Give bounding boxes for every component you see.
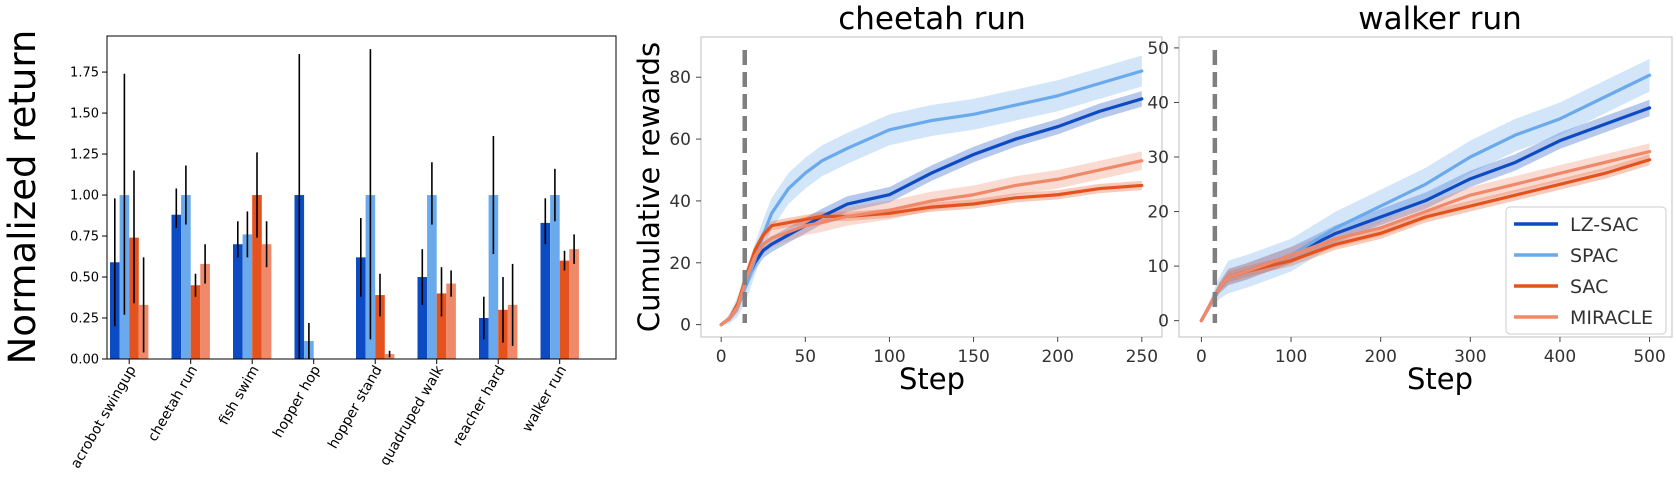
x-tick-label: hopper hop <box>270 363 324 441</box>
x-tick-label: reacher hard <box>450 363 509 449</box>
cheetah-run-plot <box>719 50 1144 327</box>
cheetah-run-x-label: Step <box>899 362 965 396</box>
x-tick-label: acrobot swingup <box>68 363 140 471</box>
bar-chart-panel: 0.00 0.25 0.50 0.75 1.00 1.25 1.50 1.75 acrobot… <box>1 30 617 471</box>
walker-run-title: walker run <box>1358 1 1522 37</box>
cheetah-run-title: cheetah run <box>838 1 1026 37</box>
bar-spac-fish-swim <box>242 234 253 359</box>
x-tick-label: cheetah run <box>145 363 201 444</box>
x-tick-label: 0 <box>1196 347 1207 367</box>
x-tick-label: 200 <box>1041 347 1073 367</box>
x-tick-label: 300 <box>1454 347 1486 367</box>
legend-box <box>1505 206 1667 335</box>
x-tick-label: hopper stand <box>325 363 385 452</box>
bar-miracle-fish-swim <box>261 244 272 359</box>
legend-label-miracle: MIRACLE <box>1570 307 1653 329</box>
y-tick-label: 0.00 <box>70 353 99 368</box>
y-tick-label: 40 <box>669 192 691 212</box>
y-tick-label: 1.75 <box>70 66 99 81</box>
bar-spac-reacher-hard <box>488 195 499 359</box>
cheetah-run-axes-frame <box>700 36 1163 338</box>
y-tick-label: 50 <box>1147 39 1169 59</box>
bar-sac-fish-swim <box>252 195 262 359</box>
bar-lz-sac-walker-run <box>540 222 551 359</box>
x-tick-label: 100 <box>1275 347 1307 367</box>
x-tick-label: 250 <box>1126 347 1158 367</box>
x-tick-label: 0 <box>716 347 727 367</box>
y-tick-label: 0 <box>1158 312 1169 332</box>
bar-sac-hopper-stand <box>375 295 385 359</box>
legend-label-lz-sac: LZ-SAC <box>1570 214 1638 236</box>
band-lz-sac <box>1201 99 1650 321</box>
walker-run-axes-frame <box>1178 36 1673 338</box>
bar-sac-walker-run <box>559 260 570 359</box>
x-tick-label: 200 <box>1364 347 1396 367</box>
bar-lz-sac-fish-swim <box>233 244 243 359</box>
bar-spac-cheetah-run <box>181 195 191 359</box>
y-tick-label: 0 <box>680 316 691 336</box>
bar-y-ticks: 0.00 0.25 0.50 0.75 1.00 1.25 1.50 1.75 <box>70 66 107 368</box>
bar-sac-quadruped-walk <box>436 293 447 359</box>
bar-axes-frame <box>106 35 617 360</box>
legend-label-spac: SPAC <box>1570 245 1618 267</box>
y-tick-label: 1.25 <box>70 148 99 163</box>
bar-series-group <box>110 195 579 359</box>
bar-x-ticks: acrobot swingup cheetah run fish swim hoppe… <box>68 359 570 471</box>
walker-run-ticks: 0 100 200 300 400 500 0 10 20 30 40 50 <box>1147 39 1665 367</box>
legend: LZ-SAC SPAC SAC MIRACLE <box>1505 206 1667 335</box>
y-tick-label: 40 <box>1147 93 1169 113</box>
walker-run-x-label: Step <box>1407 362 1473 396</box>
y-tick-label: 0.75 <box>70 230 99 245</box>
x-tick-label: 400 <box>1544 347 1576 367</box>
y-tick-label: 20 <box>669 254 691 274</box>
error-bars-group <box>114 49 575 359</box>
y-tick-label: 1.00 <box>70 189 99 204</box>
y-tick-label: 0.25 <box>70 312 99 327</box>
x-tick-label: 500 <box>1633 347 1665 367</box>
cheetah-run-panel: cheetah run 0 50 100 150 200 250 0 20 40 60 80 Ste… <box>632 1 1163 396</box>
y-tick-label: 20 <box>1147 203 1169 223</box>
bar-spac-walker-run <box>550 195 560 359</box>
x-tick-label: 100 <box>873 347 905 367</box>
y-tick-label: 0.50 <box>70 271 99 286</box>
y-tick-label: 30 <box>1147 148 1169 168</box>
bar-miracle-quadruped-walk <box>446 283 456 359</box>
x-tick-label: walker run <box>519 363 570 435</box>
band-lz-sac <box>721 91 1142 325</box>
legend-label-sac: SAC <box>1570 276 1608 298</box>
bar-lz-sac-hopper-stand <box>356 257 366 359</box>
line-miracle <box>1199 149 1652 323</box>
walker-run-panel: walker run 0 100 200 300 400 500 0 10 20 30 40 50 S… <box>1147 1 1673 396</box>
bar-sac-cheetah-run <box>190 285 201 359</box>
band-spac <box>1201 58 1650 321</box>
walker-run-plot <box>1199 50 1652 323</box>
bar-spac-quadruped-walk <box>427 195 437 359</box>
cheetah-run-ticks: 0 50 100 150 200 250 0 20 40 60 80 <box>669 68 1158 367</box>
y-tick-label: 10 <box>1147 257 1169 277</box>
bar-lz-sac-cheetah-run <box>171 214 182 359</box>
bar-miracle-walker-run <box>569 249 579 359</box>
bar-lz-sac-quadruped-walk <box>417 277 428 359</box>
band-sac <box>1201 154 1650 321</box>
cheetah-run-y-label: Cumulative rewards <box>632 42 666 332</box>
y-tick-label: 80 <box>669 68 691 88</box>
bar-miracle-cheetah-run <box>200 263 210 359</box>
x-tick-label: quadruped walk <box>377 362 448 468</box>
y-tick-label: 1.50 <box>70 107 99 122</box>
y-tick-label: 60 <box>669 130 691 150</box>
x-tick-label: 50 <box>794 347 816 367</box>
bar-y-axis-label: Normalized return <box>1 30 44 365</box>
x-tick-label: 150 <box>957 347 989 367</box>
x-tick-label: fish swim <box>216 363 263 428</box>
